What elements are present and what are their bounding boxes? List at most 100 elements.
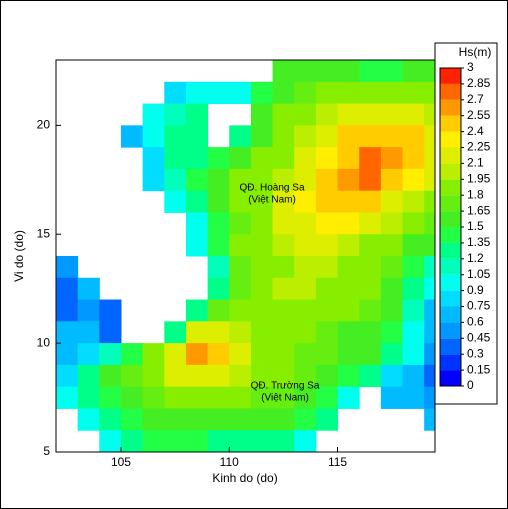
wave-cell: [229, 299, 252, 322]
wave-cell: [359, 103, 382, 126]
wave-cell: [164, 103, 187, 126]
wave-cell: [359, 321, 382, 344]
wave-cell: [337, 125, 360, 148]
wave-cell: [315, 60, 339, 83]
annotation: QĐ. Hoàng Sa: [239, 183, 304, 194]
wave-cell: [164, 81, 187, 105]
colorbar-tick-label: 1.5: [467, 219, 484, 233]
colorbar-swatch: [440, 163, 461, 180]
wave-cell: [272, 408, 295, 431]
wave-cell: [337, 103, 360, 126]
wave-cell: [77, 364, 100, 388]
wave-cell: [185, 234, 209, 257]
y-tick-label: 15: [37, 226, 51, 240]
wave-cell: [207, 168, 230, 192]
wave-cell: [142, 168, 165, 192]
wave-cell: [315, 212, 339, 235]
wave-cell: [424, 190, 435, 213]
colorbar-tick-label: 1.65: [467, 203, 491, 217]
wave-cell: [380, 321, 404, 344]
colorbar-swatch: [440, 306, 461, 323]
wave-cell: [359, 81, 382, 105]
wave-cell: [380, 343, 404, 366]
wave-cell: [424, 103, 435, 126]
wave-cell: [272, 234, 295, 257]
wave-cell: [56, 364, 79, 388]
y-axis-label: Vi do (do): [12, 230, 26, 282]
wave-cell: [315, 190, 339, 213]
wave-cell: [250, 168, 274, 192]
wave-cell: [250, 364, 274, 388]
wave-cell: [185, 147, 209, 170]
wave-cell: [207, 212, 230, 235]
wave-cell: [272, 212, 295, 235]
wave-cell: [120, 364, 144, 388]
wave-cell: [185, 168, 209, 192]
wave-cell: [359, 147, 382, 170]
wave-cell: [99, 299, 122, 322]
colorbar-tick-label: 1.95: [467, 171, 491, 185]
colorbar-tick-label: 1.8: [467, 187, 484, 201]
wave-cell: [315, 103, 339, 126]
wave-cell: [380, 234, 404, 257]
y-tick-label: 10: [37, 335, 51, 349]
wave-cell: [315, 299, 339, 322]
wave-cell: [315, 277, 339, 301]
colorbar-tick-label: 0.6: [467, 315, 484, 329]
colorbar-swatch: [440, 258, 461, 275]
wave-cell: [142, 343, 165, 366]
colorbar-swatch: [440, 99, 461, 116]
wave-cell: [207, 364, 230, 388]
wave-cell: [207, 81, 230, 105]
colorbar-swatch: [440, 115, 461, 132]
colorbar-tick-label: 1.05: [467, 267, 491, 281]
wave-cell: [99, 408, 122, 431]
wave-cell: [164, 430, 187, 452]
wave-cell: [250, 386, 274, 409]
wave-cell: [207, 190, 230, 213]
wave-cell: [142, 125, 165, 148]
colorbar-tick-label: 2.55: [467, 108, 491, 122]
wave-cell: [229, 321, 252, 344]
wave-cell: [424, 168, 435, 192]
wave-cell: [272, 299, 295, 322]
wave-cell: [164, 364, 187, 388]
colorbar-tick-label: 0.9: [467, 283, 484, 297]
wave-cell: [294, 256, 317, 279]
wave-cell: [56, 321, 79, 344]
wave-cell: [207, 343, 230, 366]
wave-cell: [250, 299, 274, 322]
wave-cell: [207, 321, 230, 344]
annotation: (Việt Nam): [261, 393, 309, 404]
annotation: QĐ. Trường Sa: [251, 381, 320, 392]
wave-cell: [294, 234, 317, 257]
wave-cell: [402, 299, 425, 322]
wave-cell: [250, 430, 274, 452]
wave-cell: [250, 212, 274, 235]
wave-cell: [294, 125, 317, 148]
wave-cell: [380, 190, 404, 213]
wave-cell: [424, 343, 435, 366]
wave-cell: [380, 299, 404, 322]
wave-cell: [207, 430, 230, 452]
wave-cell: [77, 299, 100, 322]
wave-cell: [315, 147, 339, 170]
wave-cell: [272, 147, 295, 170]
wave-cell: [207, 256, 230, 279]
wave-cell: [229, 430, 252, 452]
wave-cell: [402, 256, 425, 279]
wave-cell: [229, 168, 252, 192]
wave-cell: [380, 386, 404, 409]
colorbar-swatch: [440, 211, 461, 227]
wave-cell: [294, 364, 317, 388]
colorbar-swatch: [440, 195, 461, 212]
x-axis-label: Kinh do (do): [212, 471, 277, 485]
wave-cell: [380, 168, 404, 192]
wave-cell: [272, 103, 295, 126]
wave-cell: [337, 386, 360, 409]
wave-cell: [229, 364, 252, 388]
wave-cell: [229, 234, 252, 257]
colorbar-tick-label: 2.85: [467, 76, 491, 90]
wave-cell: [294, 147, 317, 170]
